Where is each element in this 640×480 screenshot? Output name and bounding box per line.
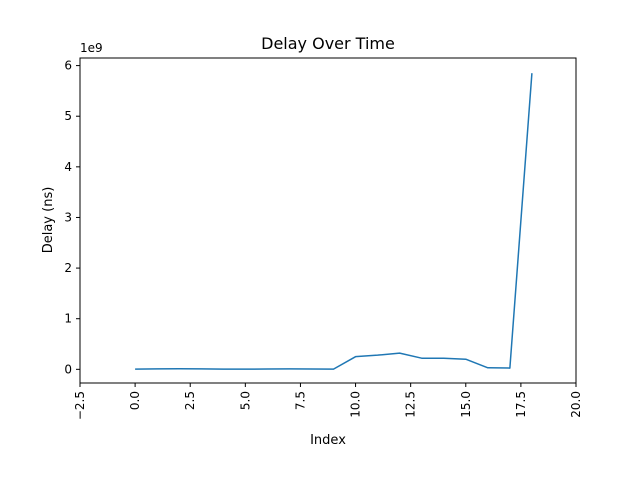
x-tick-label: 17.5 bbox=[514, 391, 528, 418]
y-tick-label: 5 bbox=[64, 109, 72, 123]
x-tick-label: 15.0 bbox=[459, 391, 473, 418]
y-tick-label: 0 bbox=[64, 362, 72, 376]
x-tick-label: 5.0 bbox=[238, 391, 252, 410]
y-axis-label: Delay (ns) bbox=[41, 187, 56, 254]
x-tick-label: 2.5 bbox=[183, 391, 197, 410]
x-tick-label: 0.0 bbox=[128, 391, 142, 410]
x-axis: −2.5 0.0 2.5 5.0 7.5 10.0 12.5 15.0 17.5 20.0 bbox=[73, 383, 583, 420]
y-tick-label: 2 bbox=[64, 261, 72, 275]
y-tick-label: 4 bbox=[64, 160, 72, 174]
x-tick-label: −2.5 bbox=[73, 391, 87, 420]
y-tick-label: 6 bbox=[64, 59, 72, 73]
x-tick-label: 7.5 bbox=[293, 391, 307, 410]
y-tick-label: 3 bbox=[64, 210, 72, 224]
plot-frame bbox=[79, 57, 577, 384]
chart-title: Delay Over Time bbox=[261, 34, 395, 53]
x-tick-label: 12.5 bbox=[404, 391, 418, 418]
series-line-0 bbox=[135, 73, 533, 370]
x-tick-label: 20.0 bbox=[569, 391, 583, 418]
y-tick-label: 1 bbox=[64, 312, 72, 326]
y-offset-text: 1e9 bbox=[80, 41, 103, 55]
y-axis: 0 1 2 3 4 5 6 bbox=[64, 59, 80, 376]
x-tick-label: 10.0 bbox=[349, 391, 363, 418]
plot-area bbox=[135, 73, 533, 370]
x-axis-label: Index bbox=[310, 433, 346, 448]
